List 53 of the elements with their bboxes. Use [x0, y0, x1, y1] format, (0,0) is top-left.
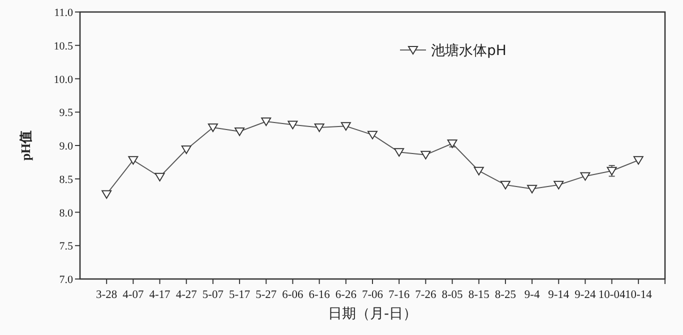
x-tick-label: 5-17 [229, 289, 250, 301]
point [394, 148, 404, 157]
x-tick-label: 6-06 [282, 289, 304, 301]
point [368, 130, 378, 140]
point [580, 172, 590, 181]
point [128, 156, 138, 165]
point [102, 190, 112, 199]
y-tick-label: 8.0 [59, 207, 74, 220]
x-tick-label: 7-06 [362, 289, 384, 301]
y-axis-title: pH值 [18, 130, 33, 161]
legend: 池塘水体pH [400, 43, 506, 59]
y-tick-label: 7.0 [59, 274, 74, 286]
point [500, 180, 510, 190]
point [420, 150, 431, 160]
x-tick-label: 9-4 [524, 289, 540, 301]
point [633, 156, 644, 165]
point [314, 123, 324, 132]
y-tick-label: 9.5 [59, 107, 74, 120]
point [340, 122, 351, 131]
x-tick-label: 5-27 [256, 289, 277, 301]
point [474, 166, 484, 176]
y-tick-label: 8.5 [59, 174, 74, 186]
x-axis-title: 日期（月-日） [328, 306, 418, 322]
x-tick-label: 5-07 [202, 289, 224, 301]
x-tick-label: 6-16 [308, 289, 330, 301]
legend-label: 池塘水体pH [431, 43, 506, 59]
x-tick-label: 10-14 [624, 289, 652, 301]
x-tick-label: 4-27 [176, 289, 198, 301]
x-tick-label: 8-25 [494, 289, 516, 301]
x-tick-label: 10-04 [598, 289, 626, 301]
x-tick-label: 8-15 [468, 289, 490, 301]
x-tick-label: 9-14 [548, 289, 570, 301]
point [527, 184, 538, 194]
point [154, 172, 165, 182]
point [181, 146, 192, 154]
y-tick-label: 10.0 [54, 74, 74, 86]
y-tick-label: 7.5 [59, 240, 74, 253]
y-tick-label: 11.0 [54, 7, 74, 19]
x-tick-label: 7-26 [415, 289, 436, 301]
y-tick-label: 9.0 [59, 140, 74, 152]
x-tick-label: 3-28 [96, 289, 118, 301]
x-tick-label: 8-05 [442, 289, 464, 301]
x-tick-label: 9-24 [574, 289, 596, 301]
point [288, 120, 298, 130]
y-tick-label: 10.5 [54, 40, 74, 52]
x-tick-label: 7-16 [388, 289, 410, 301]
point [234, 127, 245, 136]
point [261, 117, 272, 126]
point [208, 123, 218, 132]
x-tick-label: 4-17 [149, 289, 171, 301]
point [554, 180, 564, 190]
x-tick-label: 6-26 [335, 289, 357, 301]
x-tick-label: 4-07 [122, 289, 144, 301]
